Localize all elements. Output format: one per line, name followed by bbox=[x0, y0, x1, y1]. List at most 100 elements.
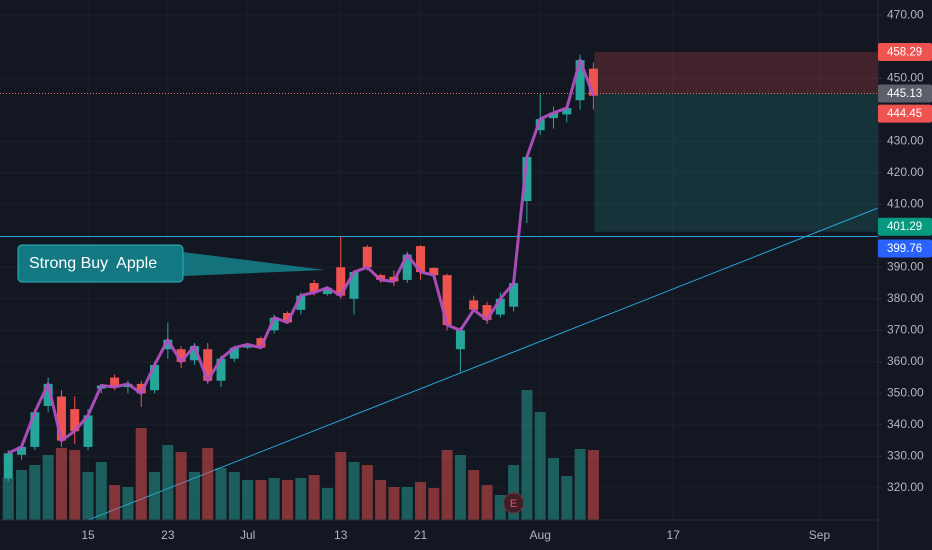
candle-body bbox=[455, 330, 465, 350]
volume-bar bbox=[82, 472, 94, 520]
candle-body bbox=[509, 283, 519, 307]
y-tick-label: 360.00 bbox=[887, 354, 924, 368]
volume-bar bbox=[468, 470, 480, 520]
volume-bar bbox=[494, 495, 506, 520]
volume-bar bbox=[95, 462, 107, 520]
y-tick-label: 340.00 bbox=[887, 417, 924, 431]
y-tick-label: 420.00 bbox=[887, 165, 924, 179]
candle-body bbox=[30, 412, 40, 447]
candle-body bbox=[376, 275, 386, 280]
candle-body bbox=[110, 377, 120, 388]
candle-body bbox=[362, 246, 372, 268]
candle-body bbox=[535, 119, 545, 131]
volume-bar bbox=[42, 455, 54, 520]
candle-body bbox=[43, 383, 53, 406]
y-tick-label: 470.00 bbox=[887, 7, 924, 21]
y-tick-label: 380.00 bbox=[887, 291, 924, 305]
x-tick-label: Jul bbox=[240, 528, 255, 542]
price-label: 444.45 bbox=[887, 108, 922, 120]
volume-bar bbox=[202, 448, 214, 520]
y-tick-label: 390.00 bbox=[887, 259, 924, 273]
volume-bar bbox=[2, 478, 14, 520]
annotation-pointer bbox=[183, 252, 325, 276]
annotation-text: Strong Buy Apple bbox=[29, 255, 157, 272]
y-tick-label: 430.00 bbox=[887, 133, 924, 147]
y-tick-label: 450.00 bbox=[887, 70, 924, 84]
volume-bar bbox=[375, 480, 387, 520]
candle-body bbox=[429, 267, 439, 276]
candle-body bbox=[256, 338, 266, 348]
candle-body bbox=[402, 254, 412, 280]
candle-body bbox=[575, 60, 585, 101]
volume-bar bbox=[69, 450, 81, 520]
stop-zone bbox=[594, 52, 878, 94]
price-label-bg bbox=[878, 104, 932, 123]
volume-bar bbox=[16, 470, 28, 520]
candle-body bbox=[70, 409, 80, 432]
volume-bar bbox=[441, 450, 453, 520]
y-tick-label: 330.00 bbox=[887, 449, 924, 463]
volume-bar bbox=[534, 412, 546, 520]
candle-body bbox=[229, 347, 239, 359]
volume-bar bbox=[481, 485, 493, 520]
candle-body bbox=[296, 295, 306, 310]
axes: 320.00 330.00 340.00 350.00 360.00 370.00 380.… bbox=[81, 7, 932, 542]
volume-bar bbox=[587, 450, 599, 520]
x-tick-label: 23 bbox=[161, 528, 175, 542]
candle-body bbox=[203, 349, 213, 381]
candle-body bbox=[189, 346, 199, 361]
volume-bar bbox=[321, 488, 333, 520]
candle-body bbox=[549, 112, 559, 119]
volume-bar bbox=[268, 478, 280, 520]
plot-area: E Strong Buy Apple bbox=[0, 52, 878, 520]
candle-body bbox=[176, 349, 186, 362]
candle-body bbox=[136, 383, 146, 394]
volume-bar bbox=[109, 485, 121, 520]
y-tick-label: 350.00 bbox=[887, 386, 924, 400]
candle-body bbox=[416, 246, 426, 273]
x-tick-label: 21 bbox=[414, 528, 428, 542]
x-tick-label: Aug bbox=[530, 528, 551, 542]
candle-body bbox=[482, 305, 492, 320]
volume-bar bbox=[122, 487, 134, 520]
candle-body bbox=[283, 312, 293, 323]
y-tick-label: 410.00 bbox=[887, 196, 924, 210]
volume-bar bbox=[149, 472, 161, 520]
volume-bar bbox=[388, 487, 400, 520]
x-tick-label: 13 bbox=[334, 528, 348, 542]
candle-body bbox=[243, 344, 253, 348]
x-tick-label: 17 bbox=[667, 528, 681, 542]
candle-body bbox=[336, 267, 346, 296]
candle-body bbox=[495, 298, 505, 315]
volume-bar bbox=[55, 448, 67, 520]
volume-bar bbox=[228, 472, 240, 520]
price-label-bg bbox=[878, 84, 932, 103]
price-label-bg bbox=[878, 217, 932, 236]
candle-body bbox=[83, 415, 93, 447]
volume-bar bbox=[162, 445, 174, 520]
price-label: 401.29 bbox=[887, 221, 922, 233]
candle-body bbox=[309, 283, 319, 293]
volume-bar bbox=[348, 462, 360, 520]
volume-bar bbox=[175, 452, 187, 520]
candle-body bbox=[216, 358, 226, 381]
volume-bar bbox=[135, 428, 147, 520]
earnings-marker bbox=[503, 492, 525, 514]
candle-body bbox=[3, 453, 13, 479]
candle-body bbox=[322, 287, 332, 295]
candle-body bbox=[588, 68, 598, 96]
volume-bar bbox=[428, 488, 440, 520]
volume-bar bbox=[561, 476, 573, 520]
candle-body bbox=[349, 272, 359, 299]
volume-bar bbox=[454, 455, 466, 520]
candle-body bbox=[163, 339, 173, 350]
candle-body bbox=[17, 446, 27, 455]
volume-bar bbox=[308, 475, 320, 520]
y-tick-label: 370.00 bbox=[887, 322, 924, 336]
volume-bar bbox=[282, 480, 294, 520]
volume-bar bbox=[548, 458, 560, 520]
earnings-label: E bbox=[510, 498, 517, 510]
x-tick-label: Sep bbox=[809, 528, 831, 542]
price-label-bg bbox=[878, 43, 932, 62]
